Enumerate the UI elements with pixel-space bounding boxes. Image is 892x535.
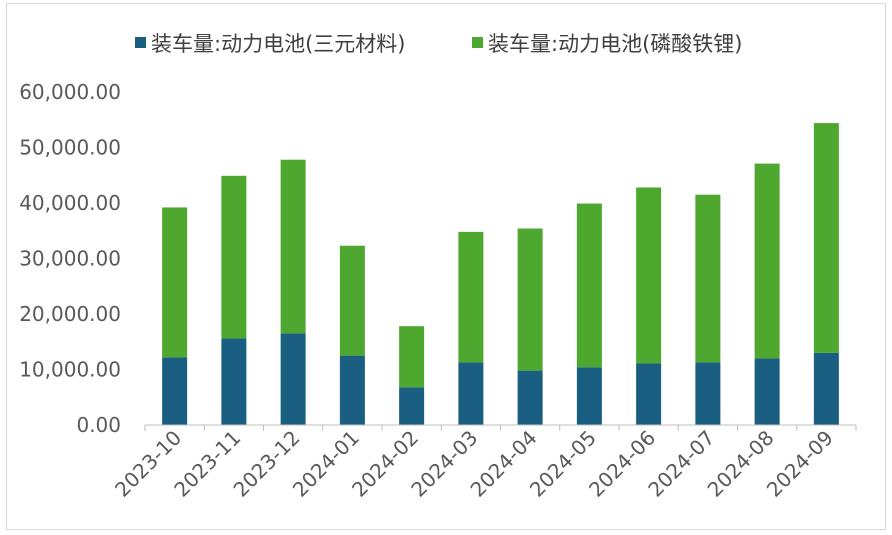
bar-series2-2024-09	[813, 123, 839, 353]
y-axis: 0.00 10,000.00 20,000.00 30,000.00 40,000.00…	[19, 80, 121, 437]
bar-series2-2024-05	[576, 203, 602, 368]
y-tick-label: 20,000.00	[19, 302, 121, 326]
bar-series2-2024-08	[754, 163, 780, 359]
bar-series1-2024-03	[458, 362, 484, 425]
x-axis: 2023-102023-112023-122024-012024-022024-…	[110, 424, 857, 502]
legend: 装车量:动力电池(三元材料) 装车量:动力电池(磷酸铁锂)	[135, 32, 742, 56]
legend-swatch-1	[135, 37, 146, 48]
x-tick-label: 2024-09	[762, 426, 838, 502]
bar-series2-2023-11	[221, 175, 247, 339]
y-tick-label: 0.00	[76, 413, 121, 437]
bar-series2-2024-06	[636, 187, 662, 364]
legend-swatch-2	[472, 37, 483, 48]
bar-series1-2023-10	[162, 357, 188, 425]
y-tick-label: 30,000.00	[19, 247, 121, 271]
bar-series1-2024-02	[399, 387, 425, 425]
chart-frame	[6, 3, 886, 530]
bar-series2-2024-02	[399, 326, 425, 388]
bar-series1-2024-06	[636, 363, 662, 425]
bar-series1-2024-09	[813, 352, 839, 425]
bar-series2-2024-01	[339, 245, 365, 356]
bar-series1-2024-07	[695, 362, 721, 425]
bar-series1-2024-05	[576, 367, 602, 425]
y-tick-label: 40,000.00	[19, 191, 121, 215]
bars	[162, 123, 839, 425]
bar-series2-2024-07	[695, 194, 721, 363]
bar-series2-2023-10	[162, 207, 188, 358]
bar-series1-2023-11	[221, 338, 247, 425]
bar-series2-2023-12	[280, 159, 306, 334]
bar-series1-2024-01	[339, 355, 365, 425]
legend-label-2: 装车量:动力电池(磷酸铁锂)	[488, 32, 742, 56]
bar-series2-2024-03	[458, 231, 484, 363]
y-tick-label: 10,000.00	[19, 358, 121, 382]
bar-series1-2023-12	[280, 333, 306, 425]
bar-series1-2024-04	[517, 370, 543, 425]
y-tick-label: 50,000.00	[19, 136, 121, 160]
bar-series2-2024-04	[517, 228, 543, 371]
bar-series1-2024-08	[754, 358, 780, 425]
legend-label-1: 装车量:动力电池(三元材料)	[151, 32, 405, 56]
y-tick-label: 60,000.00	[19, 80, 121, 104]
